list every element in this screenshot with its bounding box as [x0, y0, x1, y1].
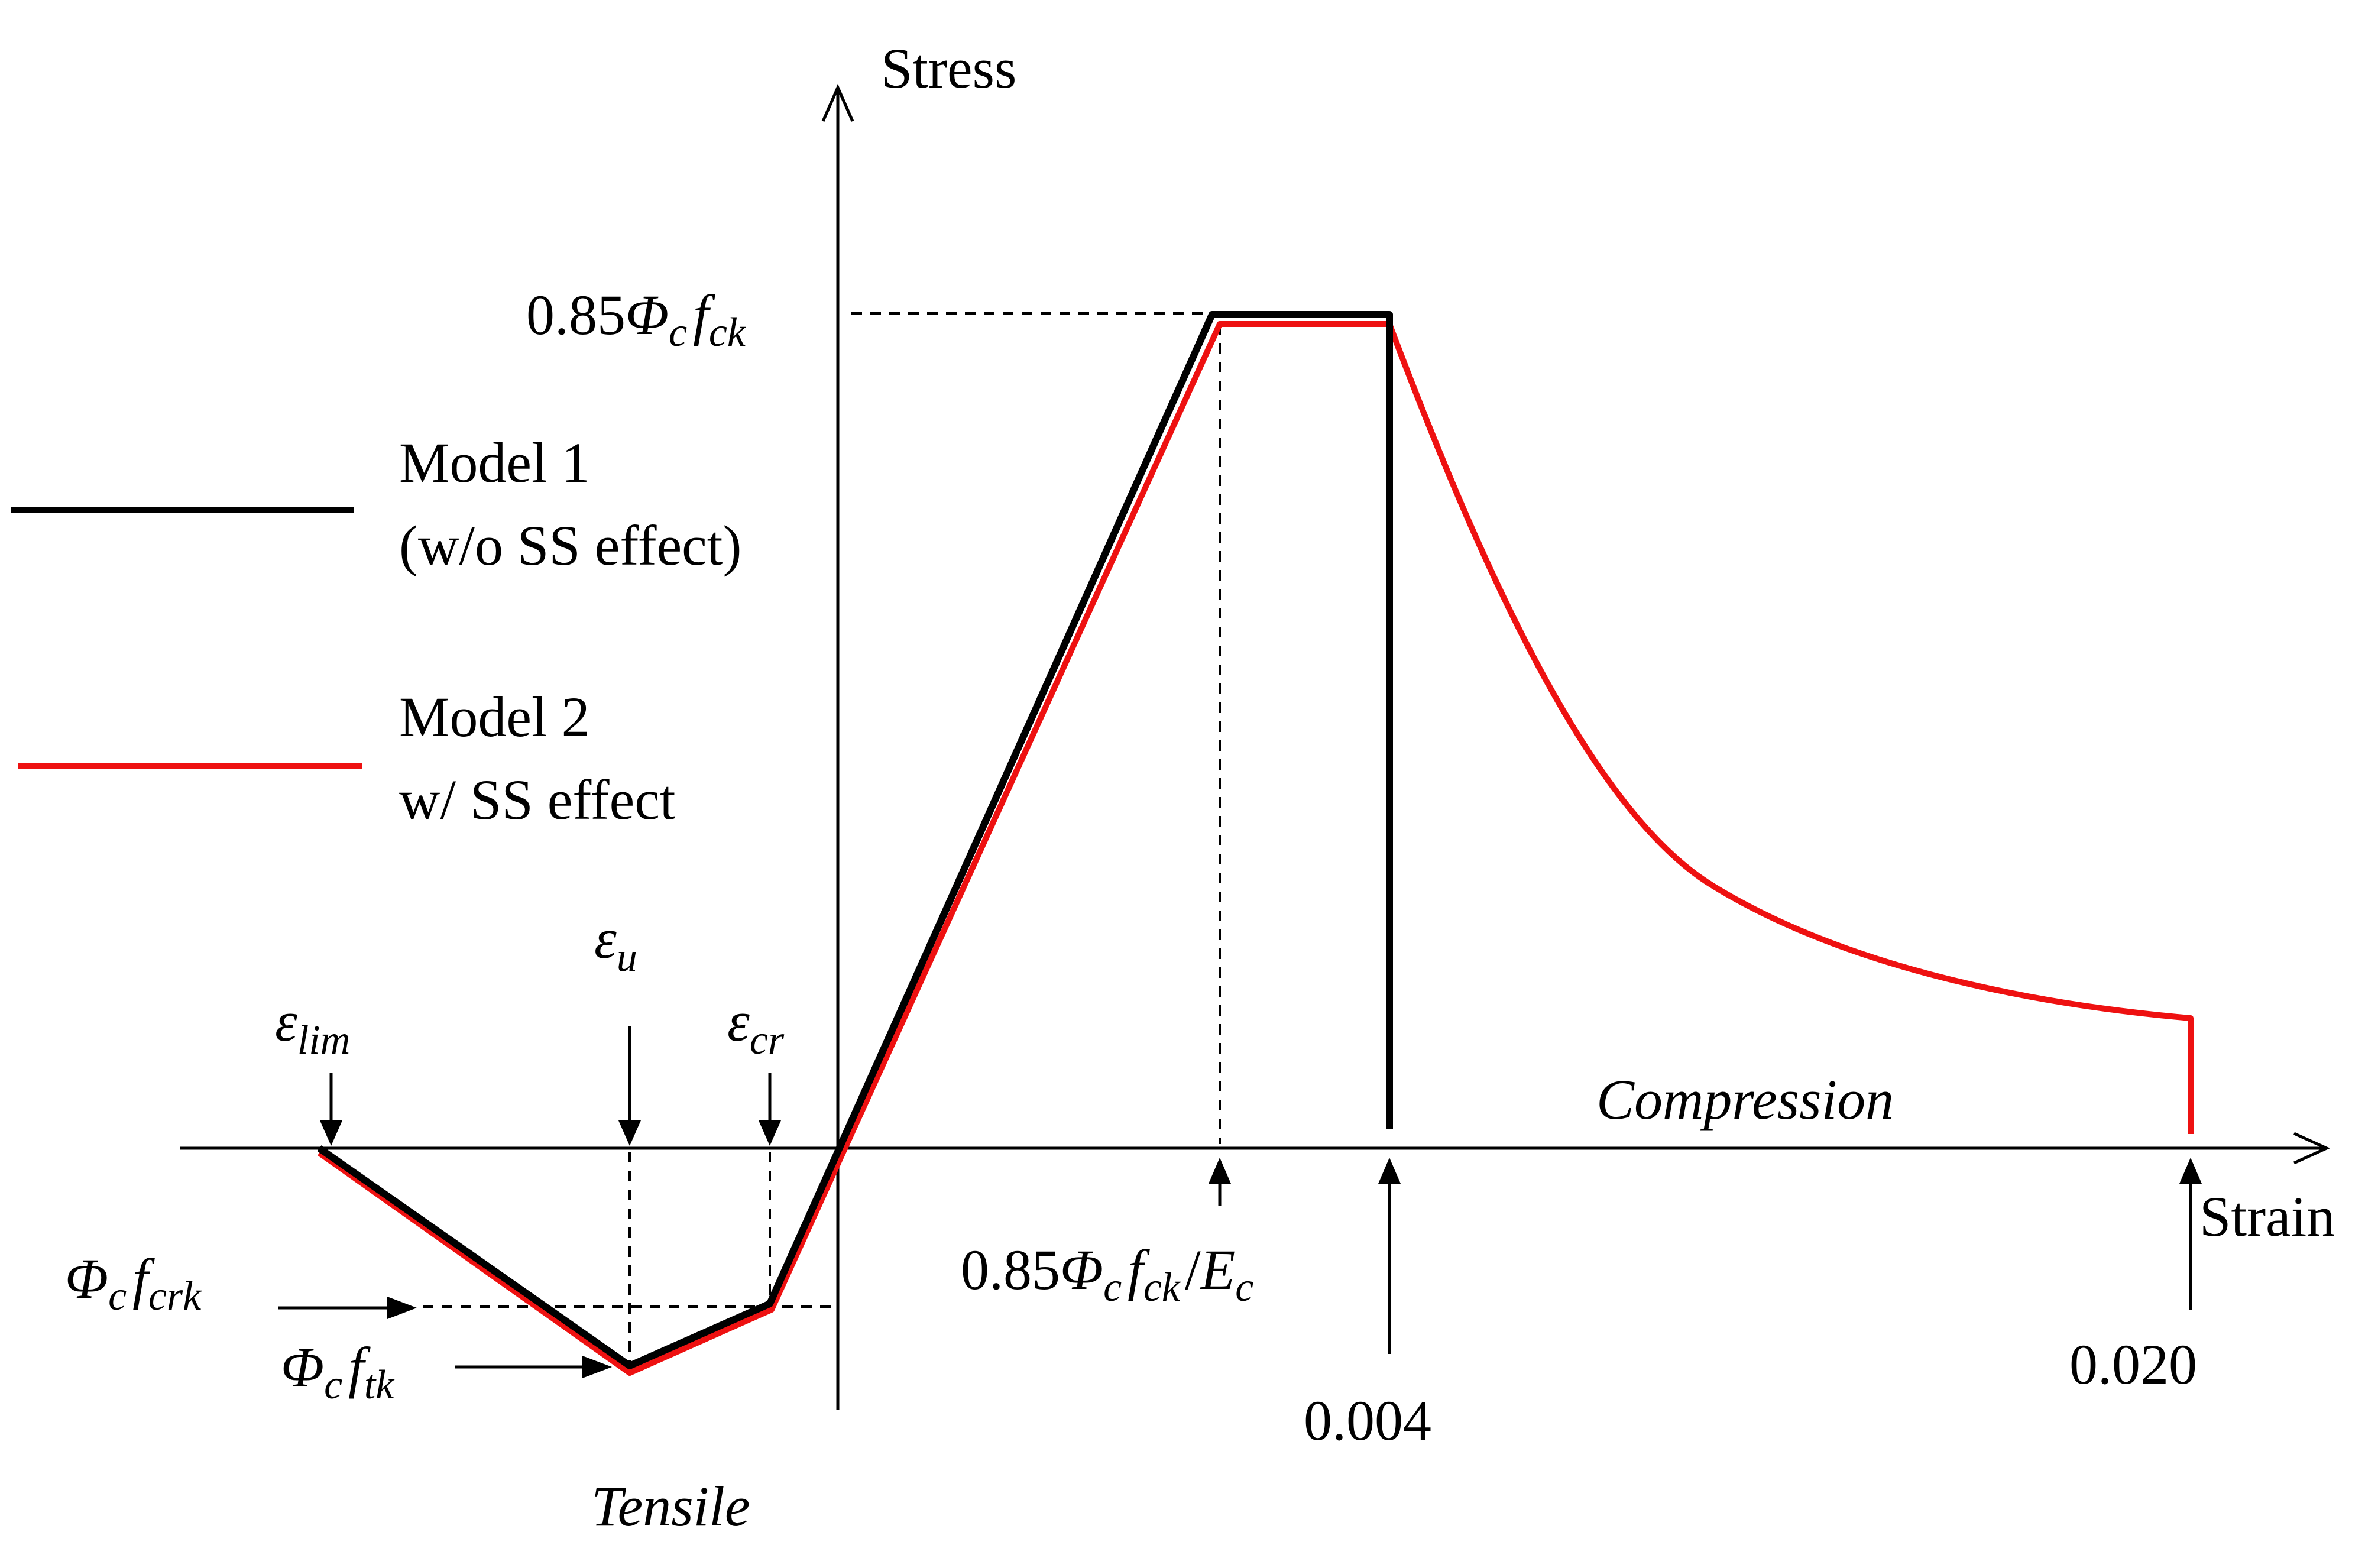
peak-strain-arrow: [1209, 1158, 1231, 1206]
strain-020-arrow: [2179, 1158, 2202, 1310]
tensile-label: Tensile: [591, 1475, 750, 1538]
eps-cr-arrow: [759, 1073, 781, 1146]
eps-u-label: εu: [594, 907, 637, 980]
legend-model1-subtitle: (w/o SS effect): [399, 514, 741, 577]
eps-lim-arrow: [320, 1073, 342, 1146]
eps-lim-label: εlim: [275, 990, 350, 1063]
y-axis-label: Stress: [881, 37, 1016, 100]
legend-model2-title: Model 2: [399, 685, 590, 749]
model1-curve: [317, 311, 1393, 1369]
eps-u-arrow: [618, 1026, 641, 1146]
strain-020-label: 0.020: [2069, 1333, 2197, 1396]
tensile-stress-label: Φc ftk: [281, 1336, 395, 1408]
crack-stress-label: Φc fcrk: [65, 1247, 202, 1319]
strain-004-label: 0.004: [1304, 1389, 1431, 1452]
strain-004-arrow: [1378, 1158, 1401, 1354]
x-axis-label: Strain: [2199, 1185, 2335, 1248]
compression-label: Compression: [1596, 1068, 1894, 1131]
eps-cr-label: εcr: [727, 990, 785, 1063]
tensile-stress-arrow: [455, 1356, 612, 1378]
legend-model1-title: Model 1: [399, 431, 590, 494]
y-axis-arrowhead: [821, 83, 854, 122]
legend-model2-subtitle: w/ SS effect: [399, 768, 676, 831]
peak-strain-label: 0.85Φc fck/Ec: [961, 1238, 1253, 1310]
model2-curve: [318, 321, 2194, 1376]
crack-stress-arrow: [278, 1297, 417, 1319]
peak-stress-label: 0.85Φc fck: [526, 283, 747, 355]
x-axis-arrowhead: [2293, 1132, 2331, 1165]
